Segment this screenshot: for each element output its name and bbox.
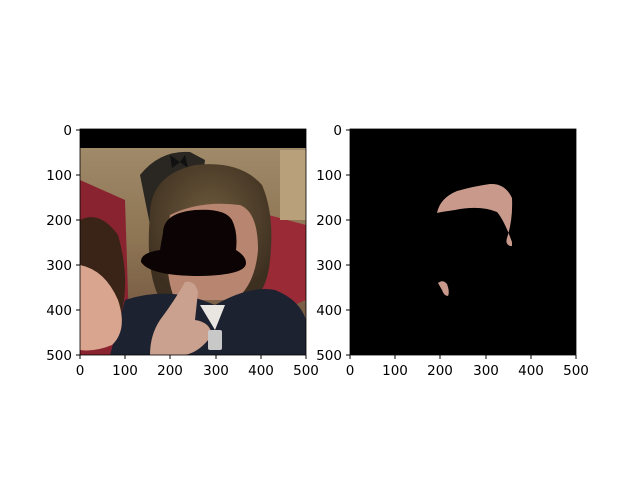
- left-x-tick: 300: [203, 363, 229, 379]
- panel-left-photo: [80, 129, 306, 355]
- hand-thumb-up: [150, 281, 212, 355]
- right-x-axis: 0 100 200 300 400 500: [346, 355, 589, 379]
- right-y-tick: 0: [333, 123, 342, 139]
- light-wall: [280, 150, 306, 220]
- right-y-tick: 200: [316, 213, 342, 229]
- wristwatch: [208, 330, 222, 350]
- left-y-tick: 500: [46, 348, 72, 364]
- left-x-axis: 0 100 200 300 400 500: [76, 355, 319, 379]
- panel-right-mask: [350, 129, 576, 355]
- right-axes-frame: [349, 128, 577, 356]
- left-y-axis: 0 100 200 300 400 500: [46, 123, 80, 364]
- black-top-band: [80, 129, 306, 148]
- right-x-tick: 400: [518, 363, 544, 379]
- bowtie: [170, 155, 188, 168]
- right-x-tick: 100: [382, 363, 408, 379]
- left-x-tick: 500: [293, 363, 319, 379]
- right-y-tick: 400: [316, 303, 342, 319]
- right-y-axis: 0 100 200 300 400 500: [316, 123, 350, 364]
- right-x-tick: 200: [427, 363, 453, 379]
- right-y-tick: 100: [316, 168, 342, 184]
- left-y-tick: 400: [46, 303, 72, 319]
- left-x-tick: 400: [248, 363, 274, 379]
- left-x-tick: 0: [76, 363, 85, 379]
- right-y-tick: 300: [316, 258, 342, 274]
- left-y-tick: 0: [63, 123, 72, 139]
- mask-skin-thumb: [438, 281, 449, 296]
- shirt-collar: [200, 305, 225, 330]
- left-axes-frame: [79, 128, 307, 356]
- right-x-tick: 0: [346, 363, 355, 379]
- mask-skin-forehead: [437, 183, 513, 246]
- right-y-tick: 500: [316, 348, 342, 364]
- left-x-tick: 200: [157, 363, 183, 379]
- left-y-tick: 100: [46, 168, 72, 184]
- left-x-tick: 100: [112, 363, 138, 379]
- left-y-tick: 200: [46, 213, 72, 229]
- left-y-tick: 300: [46, 258, 72, 274]
- hat-silhouette: [140, 209, 246, 276]
- right-x-tick: 500: [563, 363, 589, 379]
- mask-background: [350, 129, 576, 355]
- right-x-tick: 300: [473, 363, 499, 379]
- woman-face: [80, 265, 122, 351]
